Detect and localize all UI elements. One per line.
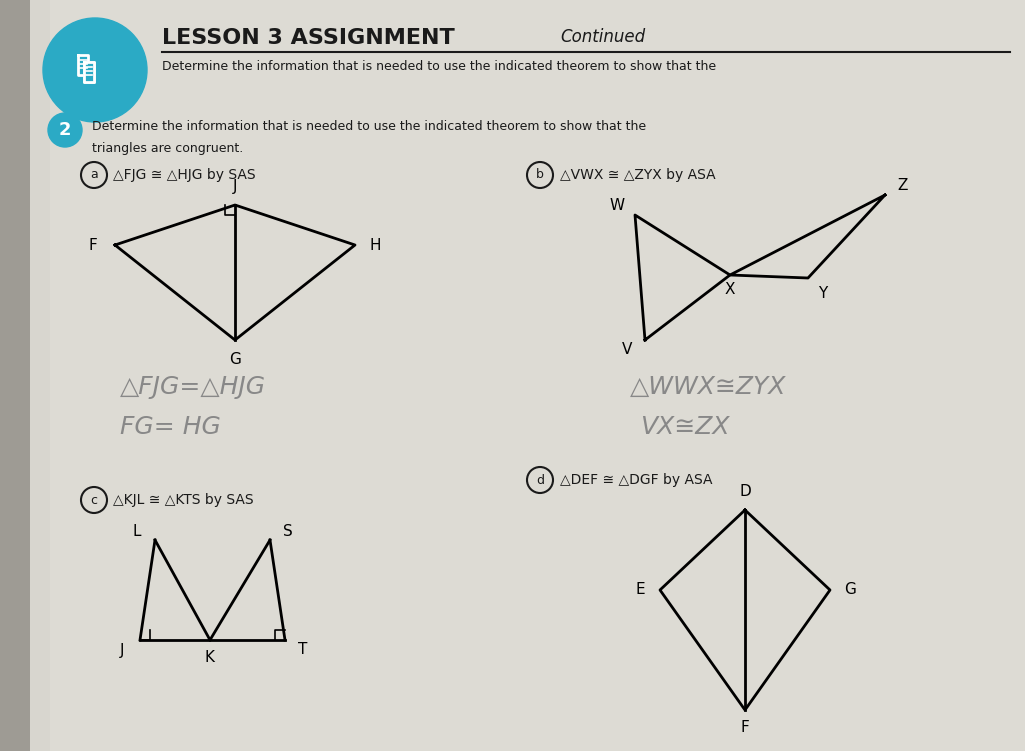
- Text: LESSON 3 ASSIGNMENT: LESSON 3 ASSIGNMENT: [162, 28, 455, 48]
- Text: F: F: [88, 237, 97, 252]
- Text: triangles are congruent.: triangles are congruent.: [92, 142, 243, 155]
- Text: K: K: [205, 650, 215, 665]
- Text: V: V: [622, 342, 632, 357]
- Text: H: H: [369, 237, 380, 252]
- Text: G: G: [844, 583, 856, 598]
- Text: Continued: Continued: [560, 28, 645, 46]
- Text: Determine the information that is needed to use the indicated theorem to show th: Determine the information that is needed…: [162, 60, 716, 73]
- Polygon shape: [30, 0, 1025, 751]
- Text: △FJG=△HJG: △FJG=△HJG: [120, 375, 266, 399]
- Text: W: W: [610, 198, 624, 213]
- Circle shape: [43, 18, 147, 122]
- Text: Z: Z: [898, 177, 908, 192]
- Text: △KJL ≅ △KTS by SAS: △KJL ≅ △KTS by SAS: [113, 493, 253, 507]
- Text: VX≅ZX: VX≅ZX: [640, 415, 730, 439]
- Text: J: J: [120, 643, 124, 657]
- Text: G: G: [229, 352, 241, 367]
- Text: △FJG ≅ △HJG by SAS: △FJG ≅ △HJG by SAS: [113, 168, 255, 182]
- Text: F: F: [741, 720, 749, 735]
- Text: d: d: [536, 473, 544, 487]
- Text: △DEF ≅ △DGF by ASA: △DEF ≅ △DGF by ASA: [560, 473, 712, 487]
- Text: b: b: [536, 168, 544, 182]
- Text: E: E: [636, 583, 645, 598]
- Text: △VWX ≅ △ZYX by ASA: △VWX ≅ △ZYX by ASA: [560, 168, 715, 182]
- Text: X: X: [725, 282, 735, 297]
- Text: Determine the information that is needed to use the indicated theorem to show th: Determine the information that is needed…: [92, 120, 646, 133]
- Text: T: T: [298, 643, 308, 657]
- Text: c: c: [90, 493, 97, 506]
- Circle shape: [48, 113, 82, 147]
- Text: S: S: [283, 524, 293, 539]
- Text: L: L: [133, 524, 141, 539]
- Text: 2: 2: [58, 121, 72, 139]
- Polygon shape: [84, 62, 94, 82]
- Text: △WWX≅ZYX: △WWX≅ZYX: [630, 375, 786, 399]
- Polygon shape: [50, 0, 1025, 751]
- Text: a: a: [90, 168, 97, 182]
- Text: Y: Y: [818, 285, 827, 300]
- Text: D: D: [739, 484, 751, 499]
- Text: FG= HG: FG= HG: [120, 415, 220, 439]
- Text: J: J: [233, 179, 237, 195]
